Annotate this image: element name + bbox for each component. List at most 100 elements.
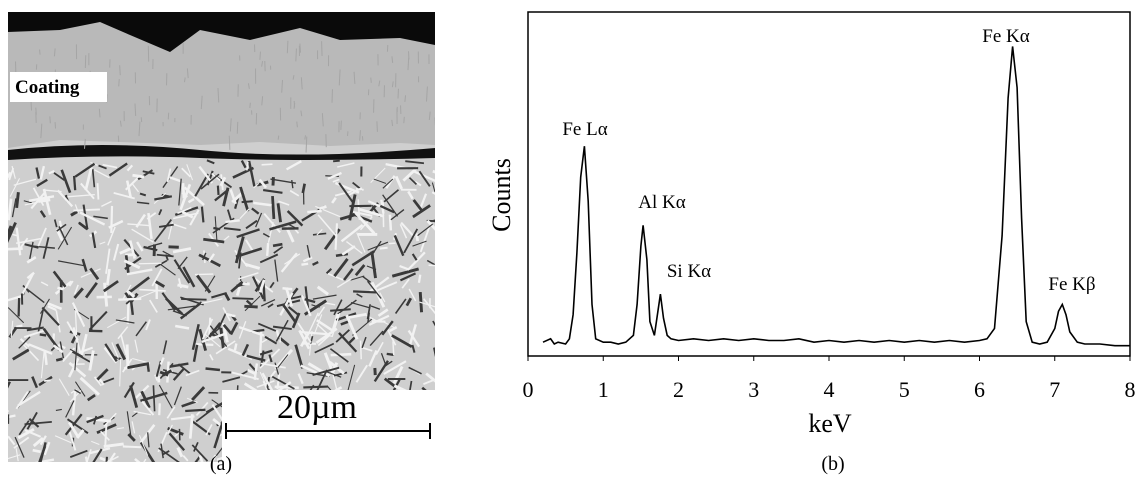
texture — [278, 136, 279, 140]
x-tick-label: 4 — [824, 377, 835, 402]
x-tick-label: 0 — [523, 377, 534, 402]
texture — [181, 299, 206, 300]
texture — [247, 162, 248, 170]
texture — [432, 192, 451, 202]
texture — [177, 285, 188, 287]
texture — [2, 411, 8, 414]
texture — [105, 424, 106, 447]
texture — [225, 220, 239, 222]
texture — [307, 211, 321, 212]
texture — [127, 344, 128, 366]
texture — [44, 380, 51, 381]
texture — [118, 299, 141, 300]
texture — [262, 164, 273, 165]
texture — [296, 49, 297, 62]
texture — [353, 291, 376, 292]
texture — [390, 215, 391, 231]
texture — [273, 244, 282, 246]
x-tick-label: 5 — [899, 377, 910, 402]
scale-bar-label: 20µm — [277, 389, 357, 426]
texture — [0, 249, 23, 250]
texture — [433, 221, 449, 227]
texture — [57, 288, 63, 289]
texture — [16, 325, 22, 326]
texture — [159, 403, 160, 415]
caption: (b) — [821, 453, 844, 475]
texture — [300, 44, 301, 53]
texture — [301, 264, 308, 265]
texture — [392, 56, 393, 63]
texture — [74, 176, 75, 190]
x-tick-label: 1 — [598, 377, 609, 402]
texture — [50, 116, 51, 123]
texture — [242, 201, 253, 202]
plot-frame — [528, 12, 1130, 356]
texture — [303, 387, 328, 388]
texture — [98, 183, 99, 199]
texture — [40, 334, 46, 335]
texture — [433, 322, 448, 329]
x-axis-label: keV — [808, 409, 852, 438]
texture — [99, 109, 100, 118]
texture — [119, 79, 120, 86]
texture — [206, 369, 220, 370]
texture — [380, 248, 388, 249]
spectrum-line — [543, 46, 1130, 345]
coating-label: Coating — [15, 77, 80, 98]
texture — [135, 104, 136, 116]
texture — [331, 354, 352, 355]
texture — [273, 196, 274, 219]
texture — [123, 446, 141, 447]
texture — [333, 161, 340, 162]
texture — [303, 184, 305, 193]
texture — [148, 362, 149, 371]
texture — [377, 121, 378, 131]
texture — [202, 207, 204, 223]
texture — [33, 450, 41, 452]
texture — [393, 341, 394, 354]
texture — [229, 136, 230, 150]
texture — [120, 65, 121, 75]
texture — [305, 135, 306, 139]
texture — [17, 192, 19, 208]
texture — [294, 103, 295, 109]
texture — [416, 234, 417, 242]
texture — [250, 103, 251, 108]
texture — [287, 41, 288, 54]
texture — [405, 95, 406, 102]
x-tick-label: 2 — [673, 377, 684, 402]
x-tick-label: 8 — [1125, 377, 1136, 402]
peak-label: Fe Lα — [562, 119, 607, 140]
texture — [111, 206, 112, 233]
texture — [260, 52, 261, 60]
peak-label: Si Kα — [667, 261, 711, 282]
texture — [404, 117, 405, 123]
x-tick-label: 6 — [974, 377, 985, 402]
caption: (a) — [210, 453, 232, 475]
texture — [218, 186, 219, 195]
x-tick-label: 7 — [1049, 377, 1060, 402]
texture — [434, 348, 436, 357]
texture — [232, 298, 253, 299]
texture — [195, 274, 213, 275]
texture — [336, 254, 348, 256]
texture — [267, 243, 268, 256]
texture — [56, 359, 62, 361]
texture — [297, 122, 298, 128]
texture — [106, 457, 107, 473]
texture — [429, 265, 453, 266]
texture — [183, 183, 184, 198]
peak-label: Al Kα — [638, 192, 685, 213]
texture — [244, 306, 257, 307]
texture — [419, 275, 420, 283]
texture — [275, 387, 299, 388]
peak-label: Fe Kα — [982, 26, 1029, 47]
texture — [277, 330, 278, 336]
x-tick-label: 3 — [748, 377, 759, 402]
y-axis-label: Counts — [487, 158, 516, 232]
texture — [328, 460, 330, 477]
texture — [235, 343, 236, 350]
texture — [132, 175, 144, 177]
texture — [185, 410, 205, 411]
